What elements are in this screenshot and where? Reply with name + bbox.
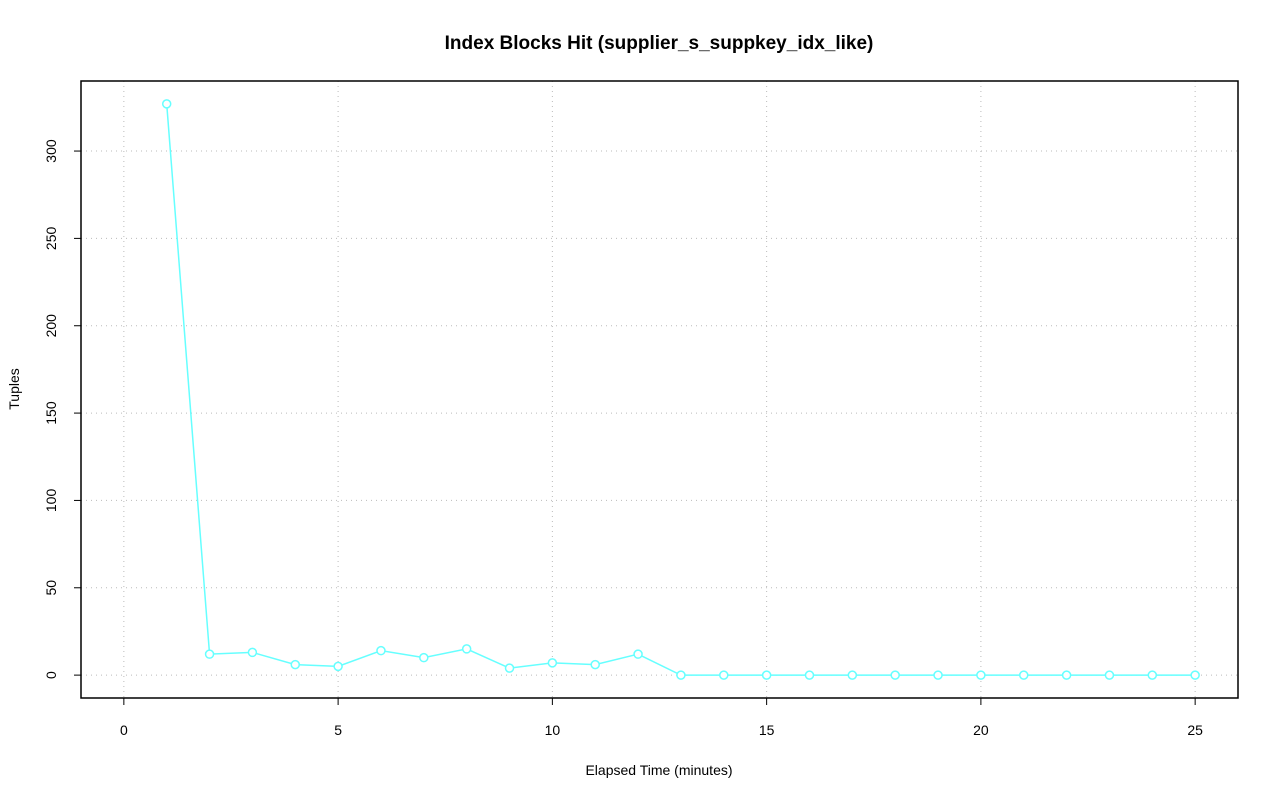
data-point: [1018, 670, 1029, 680]
data-point: [590, 659, 600, 670]
x-tick-label: 25: [1187, 722, 1203, 738]
data-point: [1104, 670, 1115, 680]
x-tick-label: 15: [759, 722, 775, 738]
data-point: [761, 670, 772, 680]
data-point: [804, 670, 815, 680]
y-tick-label: 0: [43, 671, 59, 679]
data-point: [204, 649, 215, 659]
x-tick-label: 0: [120, 722, 128, 738]
chart-title: Index Blocks Hit (supplier_s_suppkey_idx…: [445, 33, 874, 54]
data-point: [247, 647, 258, 658]
data-point: [890, 670, 900, 680]
y-tick-label: 100: [43, 489, 59, 513]
x-tick-label: 5: [334, 722, 342, 738]
data-point: [933, 670, 943, 680]
data-point: [547, 658, 558, 668]
x-axis-label: Elapsed Time (minutes): [585, 762, 732, 778]
data-point: [633, 649, 643, 659]
y-tick-label: 250: [43, 227, 59, 251]
data-point: [847, 670, 858, 680]
plot-frame: [80, 80, 1239, 699]
data-point: [461, 644, 472, 654]
data-point: [504, 663, 515, 673]
data-point: [719, 670, 729, 680]
data-point: [1147, 670, 1158, 680]
data-point: [333, 661, 343, 672]
data-point: [161, 99, 172, 109]
x-tick-label: 10: [545, 722, 561, 738]
y-tick-label: 200: [43, 314, 59, 338]
y-tick-label: 150: [43, 401, 59, 425]
data-point: [419, 652, 429, 663]
data-point: [676, 670, 686, 680]
data-point: [1061, 670, 1072, 680]
data-point: [976, 670, 986, 680]
y-tick-label: 50: [43, 580, 59, 596]
data-line: [165, 103, 1196, 676]
y-tick-label: 300: [43, 139, 59, 163]
data-point: [376, 645, 386, 656]
data-point: [1190, 670, 1200, 680]
x-tick-label: 20: [973, 722, 989, 738]
data-point: [290, 659, 301, 670]
y-axis-label: Tuples: [6, 368, 22, 410]
